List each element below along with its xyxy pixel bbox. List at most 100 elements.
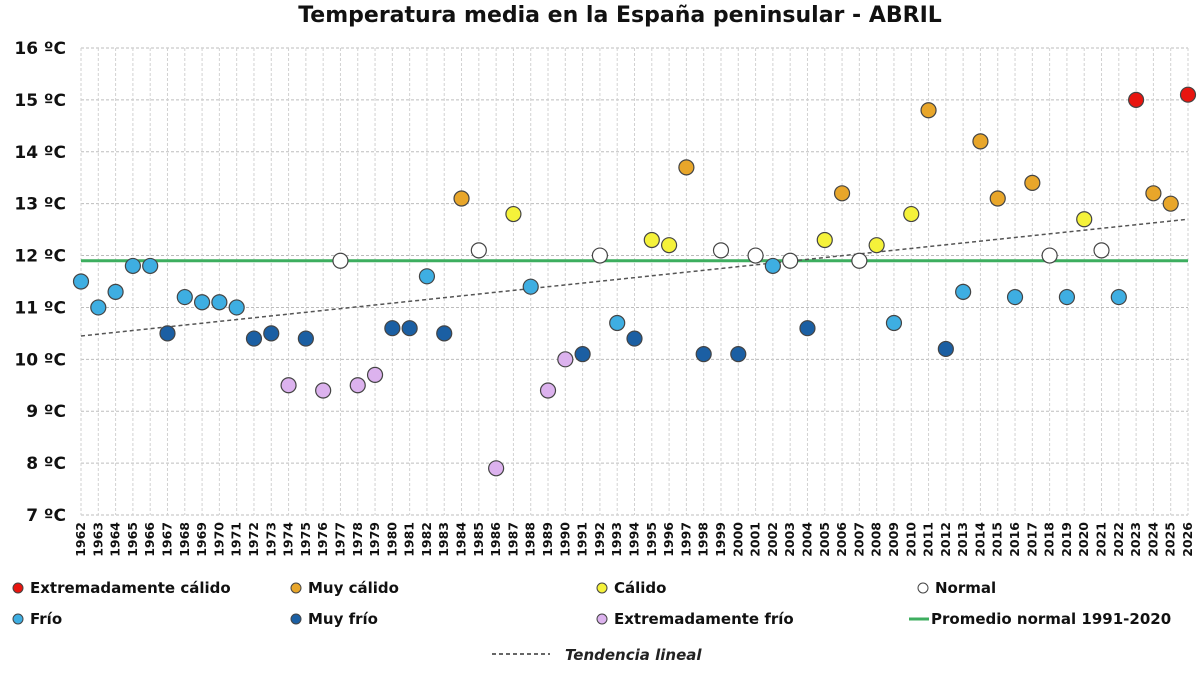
point-2016 (1006, 288, 1024, 306)
x-tick-label: 2002 (765, 522, 780, 557)
x-tick-label: 1997 (678, 522, 693, 557)
point-1969 (193, 294, 211, 311)
point-2002 (764, 257, 781, 275)
x-tick-label: 2009 (886, 522, 901, 557)
legend-label-mf: Muy frío (308, 610, 378, 628)
point-1979 (366, 366, 384, 383)
y-tick-label: 15 ºC (14, 91, 66, 111)
y-tick-label: 12 ºC (14, 247, 66, 267)
point-1967 (159, 325, 176, 342)
point-1968 (176, 288, 193, 306)
x-tick-label: 2007 (851, 522, 866, 557)
x-tick-label: 1995 (644, 522, 659, 557)
legend-marker-mf (290, 613, 302, 625)
x-tick-label: 1978 (350, 522, 365, 557)
point-2006 (833, 185, 851, 202)
y-tick-label: 10 ºC (14, 350, 66, 370)
point-1998 (695, 346, 712, 363)
x-tick-label: 1976 (315, 522, 330, 557)
x-tick-label: 1984 (454, 522, 469, 557)
point-1970 (211, 294, 228, 311)
y-axis-tick-labels: 7 ºC 8 ºC 9 ºC 10 ºC 11 ºC 12 ºC 13 ºC 14 ºC 15 … (14, 39, 66, 526)
x-tick-label: 2008 (869, 522, 884, 557)
x-tick-label: 2026 (1180, 522, 1195, 557)
point-1985 (470, 242, 487, 259)
grid (80, 47, 1189, 516)
legend-label-ef: Extremadamente frío (614, 610, 794, 628)
point-2019 (1058, 288, 1076, 306)
point-1978 (349, 377, 366, 394)
chart-title: Temperatura media en la España peninsula… (298, 3, 942, 28)
point-2010 (903, 205, 920, 223)
point-1965 (124, 257, 141, 275)
point-1977 (332, 252, 349, 269)
point-1993 (609, 314, 626, 332)
x-tick-label: 1975 (298, 522, 313, 557)
x-tick-label: 2003 (782, 522, 797, 557)
x-tick-label: 2014 (972, 522, 987, 557)
point-2012 (937, 340, 954, 358)
point-1983 (436, 325, 453, 342)
point-1974 (280, 377, 297, 394)
point-1973 (263, 325, 280, 342)
legend-label-trend-line: Tendencia lineal (565, 646, 702, 664)
x-tick-label: 1962 (73, 522, 88, 557)
point-2008 (868, 237, 885, 254)
x-tick-label: 1990 (557, 522, 572, 557)
x-tick-label: 2000 (730, 522, 745, 557)
point-2023 (1128, 91, 1145, 108)
x-tick-label: 2025 (1163, 522, 1178, 557)
point-2001 (747, 247, 764, 264)
x-tick-label: 1993 (609, 522, 624, 557)
point-2022 (1110, 288, 1127, 306)
point-2014 (972, 133, 989, 150)
point-2005 (816, 231, 833, 249)
legend-marker-c (596, 582, 608, 594)
point-2015 (989, 190, 1006, 207)
x-tick-label: 2010 (903, 522, 918, 557)
point-1971 (228, 299, 245, 316)
x-tick-label: 2020 (1076, 522, 1091, 557)
point-2024 (1145, 185, 1162, 202)
y-tick-label: 14 ºC (14, 143, 66, 163)
x-tick-label: 1998 (696, 522, 711, 557)
legend-marker-f (12, 613, 24, 625)
y-tick-label: 16 ºC (14, 39, 66, 59)
x-tick-label: 1973 (263, 522, 278, 557)
point-1962 (72, 273, 90, 290)
x-tick-label: 1986 (488, 522, 503, 557)
point-1975 (297, 330, 314, 347)
legend-label-c: Cálido (614, 579, 666, 597)
x-tick-label: 1964 (108, 522, 123, 557)
x-axis-tick-labels: 1962 1963 1964 1965 1966 1967 1968 1969 1970 1971… (73, 522, 1195, 557)
point-1997 (678, 159, 695, 176)
point-2020 (1076, 211, 1093, 228)
point-1963 (90, 299, 107, 316)
x-tick-label: 1982 (419, 522, 434, 557)
x-tick-label: 2004 (799, 522, 814, 557)
y-tick-label: 9 ºC (26, 402, 66, 422)
legend-label-normal-line: Promedio normal 1991-2020 (931, 610, 1171, 628)
x-tick-label: 1980 (384, 522, 399, 557)
point-1982 (418, 268, 436, 285)
legend: Extremadamente cálido Muy cálido Cálido Nor… (12, 579, 1171, 664)
reference-lines (80, 218, 1189, 337)
point-1987 (505, 205, 522, 223)
x-tick-label: 2005 (817, 522, 832, 557)
y-tick-label: 13 ºC (14, 195, 66, 215)
x-tick-label: 1967 (159, 522, 174, 557)
x-tick-label: 1977 (332, 522, 347, 557)
x-tick-label: 1971 (229, 522, 244, 557)
legend-label-f: Frío (30, 610, 62, 628)
trend-line (80, 218, 1189, 337)
point-1964 (107, 283, 124, 300)
x-tick-label: 1979 (367, 522, 382, 557)
point-2007 (851, 252, 868, 269)
x-tick-label: 1966 (142, 522, 157, 557)
point-2017 (1024, 174, 1041, 192)
point-1990 (557, 351, 574, 368)
data-points (72, 86, 1197, 477)
x-tick-label: 2015 (990, 522, 1005, 557)
point-1991 (574, 346, 591, 363)
